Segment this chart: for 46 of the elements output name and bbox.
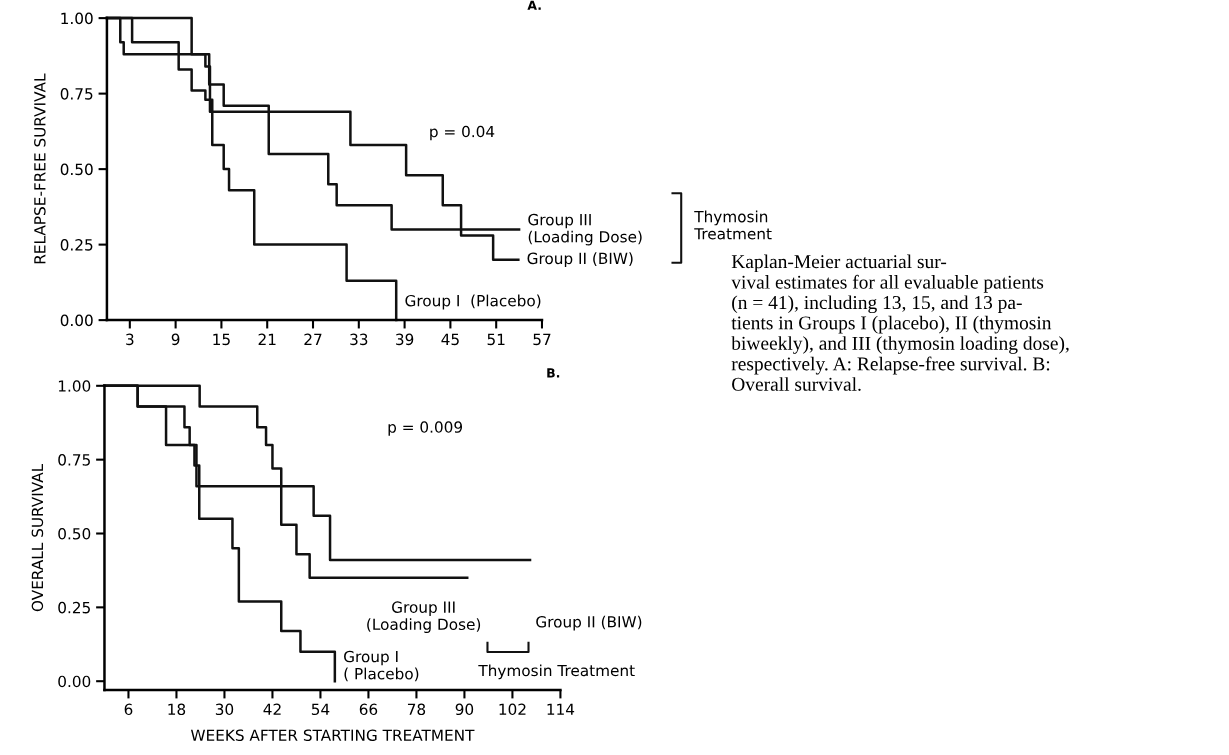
x-tick-label: 90: [455, 703, 474, 716]
x-tick-label: 3: [126, 333, 134, 346]
chart-title: A.: [527, 0, 541, 10]
annotation: Group I (Placebo): [405, 294, 541, 310]
x-tick-label: 33: [350, 333, 368, 346]
annotation: Group II (BIW): [527, 252, 633, 268]
y-tick-label: 0.75: [60, 88, 93, 100]
x-tick-label: 6: [124, 703, 133, 716]
y-tick-label: 0.50: [58, 527, 91, 540]
y-tick-label: 1.00: [61, 12, 93, 25]
x-tick-label: 27: [304, 333, 322, 345]
x-tick-label: 102: [499, 703, 526, 716]
x-tick-label: 57: [533, 333, 551, 346]
x-tick-label: 45: [441, 333, 459, 346]
y-tick-label: 0.00: [60, 314, 93, 327]
annotation: Group II (BIW): [536, 615, 642, 631]
x-tick-label: 21: [258, 333, 276, 345]
annotation: Thymosin Treatment: [478, 664, 635, 680]
x-tick-label: 9: [171, 333, 180, 346]
annotation: p = 0.009: [388, 421, 463, 436]
y-tick-label: 0.50: [60, 163, 93, 176]
x-tick-label: 42: [263, 703, 281, 715]
y-tick-label: 0.00: [58, 675, 91, 688]
x-tick-label: 66: [359, 703, 378, 716]
x-tick-label: 18: [168, 703, 186, 716]
x-tick-label: 54: [311, 703, 330, 716]
chart-title: B.: [547, 368, 560, 378]
y-axis-title: RELAPSE-FREE SURVIVAL: [34, 73, 46, 264]
x-axis-title: WEEKS AFTER STARTING TREATMENT: [190, 729, 475, 741]
y-tick-label: 0.75: [58, 454, 90, 466]
text: Thymosin Treatment: [694, 210, 772, 240]
x-tick-label: 30: [215, 703, 234, 716]
x-tick-label: 51: [487, 333, 505, 346]
y-tick-label: 1.00: [58, 380, 91, 392]
x-tick-label: 114: [547, 703, 575, 715]
x-tick-label: 39: [396, 333, 414, 346]
x-tick-label: 15: [213, 333, 230, 346]
annotation: Group III (Loading Dose): [528, 213, 642, 246]
annotation: Group I ( Placebo): [344, 650, 419, 682]
annotation: Group III (Loading Dose): [367, 601, 481, 633]
y-tick-label: 0.25: [58, 601, 90, 614]
y-axis-title: OVERALL SURVIVAL: [31, 463, 44, 612]
y-tick-label: 0.25: [60, 239, 93, 251]
text: Kaplan-Meier actuarial sur- vival estimates for all evaluable patients (n = 41), including 13, 15, and 13 pa- tients in Groups I (placebo), II (thymosin biweekly), and III (thymosin loading dose), respectively. A: Relapse-free survival. B: Overall survival.: [731, 254, 1069, 391]
annotation: p = 0.04: [430, 125, 495, 141]
x-tick-label: 78: [407, 703, 426, 716]
